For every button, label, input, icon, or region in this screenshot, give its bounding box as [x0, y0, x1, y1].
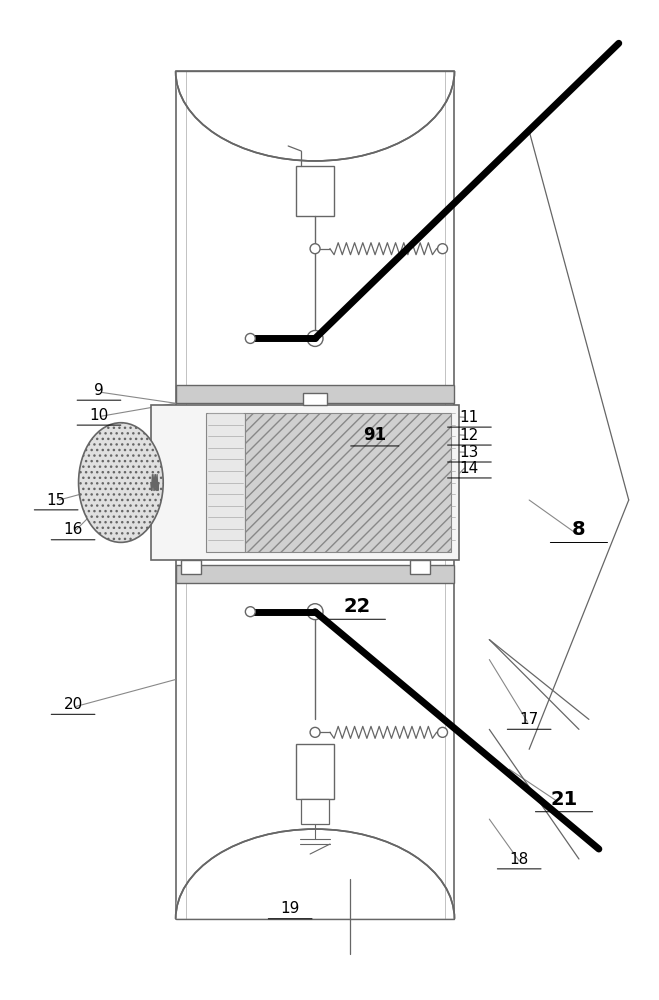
- Bar: [296, 166, 334, 216]
- Text: 18: 18: [509, 852, 529, 866]
- Bar: [176, 385, 455, 403]
- Bar: [303, 393, 327, 405]
- Bar: [296, 744, 334, 799]
- Text: 19: 19: [281, 901, 300, 916]
- Bar: [410, 560, 430, 574]
- Text: 10: 10: [90, 408, 109, 423]
- Text: 20: 20: [63, 697, 83, 712]
- Text: 11: 11: [460, 410, 479, 425]
- Bar: [301, 799, 329, 824]
- Circle shape: [310, 727, 320, 737]
- Ellipse shape: [78, 423, 163, 542]
- Text: 21: 21: [550, 790, 578, 809]
- Text: 13: 13: [460, 445, 479, 460]
- Text: 12: 12: [460, 428, 479, 443]
- Circle shape: [307, 330, 323, 346]
- Bar: [176, 565, 455, 583]
- Bar: [176, 71, 455, 919]
- Circle shape: [307, 604, 323, 620]
- Text: 15: 15: [47, 493, 66, 508]
- Circle shape: [438, 727, 447, 737]
- Text: 91: 91: [363, 426, 386, 444]
- Bar: [206, 413, 245, 552]
- Text: 22: 22: [343, 597, 370, 616]
- Text: 8: 8: [572, 520, 586, 539]
- Text: 17: 17: [519, 712, 539, 727]
- Circle shape: [310, 244, 320, 254]
- Bar: [245, 413, 451, 552]
- Circle shape: [245, 607, 255, 617]
- Text: 14: 14: [460, 461, 479, 476]
- Bar: [181, 560, 200, 574]
- Wedge shape: [176, 779, 455, 919]
- Text: 9: 9: [94, 383, 104, 398]
- Text: 16: 16: [63, 522, 83, 537]
- Circle shape: [438, 244, 447, 254]
- Circle shape: [245, 333, 255, 343]
- Wedge shape: [176, 71, 455, 211]
- Bar: [151, 405, 459, 560]
